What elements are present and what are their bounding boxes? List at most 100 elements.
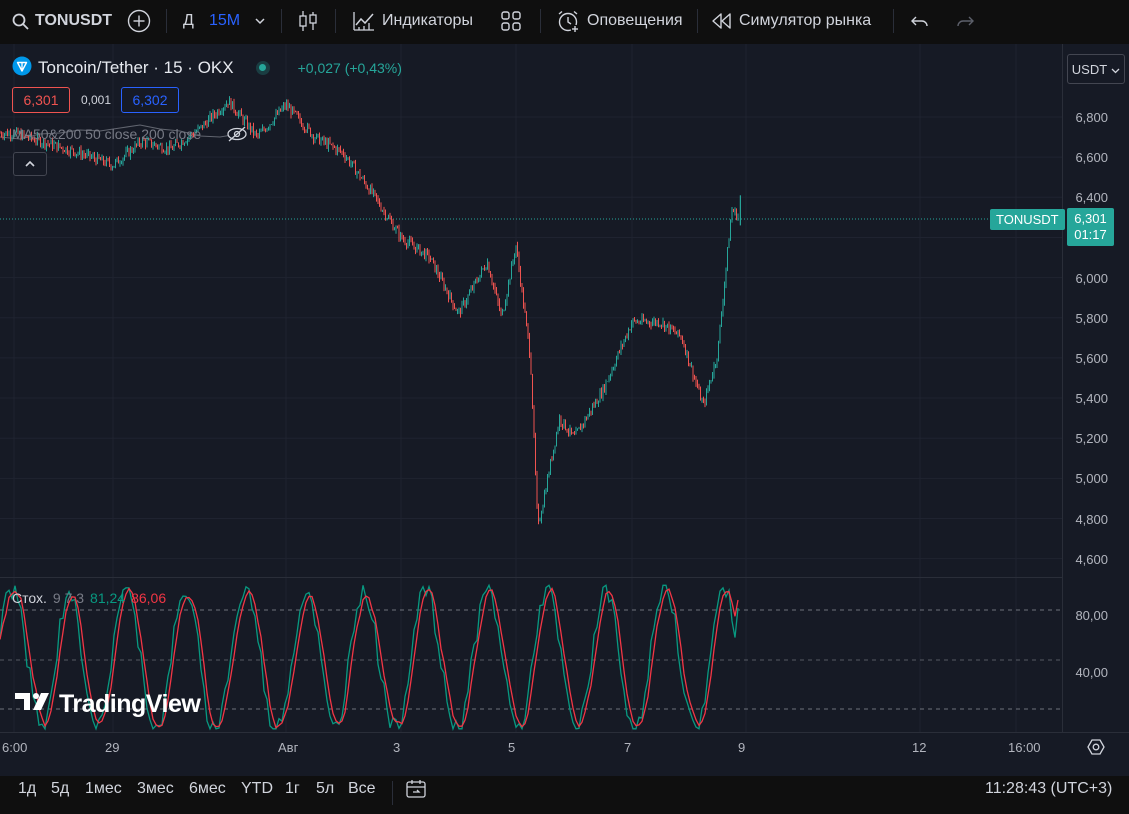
stoch-levels: [0, 609, 1062, 710]
stoch-axis-40: 40,00: [1075, 665, 1108, 680]
price-axis-label: 5,800: [1075, 310, 1108, 326]
collapse-legend-button[interactable]: [13, 152, 47, 176]
price-axis-label: 5,000: [1075, 471, 1108, 487]
price-axis-label: 4,800: [1075, 511, 1108, 527]
symbol-search-button[interactable]: TONUSDT: [12, 0, 112, 42]
buy-price-button[interactable]: 6,302: [121, 87, 179, 113]
price-axis-label: 6,000: [1075, 270, 1108, 286]
range-button[interactable]: 3мес: [137, 780, 174, 797]
sell-price-button[interactable]: 6,301: [12, 87, 70, 113]
ton-logo-icon: [12, 56, 32, 79]
chevron-up-icon: [24, 156, 36, 172]
tv-wordmark: TradingView: [59, 690, 201, 718]
undo-icon: [910, 13, 930, 29]
indicators-button[interactable]: Индикаторы: [352, 0, 473, 42]
stochastic-lines: [0, 583, 739, 731]
time-axis-label: 5: [508, 740, 516, 755]
grid-icon: [500, 10, 522, 32]
chart-type-button[interactable]: [297, 0, 319, 42]
price-change: +0,027 (+0,43%): [297, 59, 402, 76]
interval-label: 15M: [209, 12, 241, 29]
indicators-icon: [352, 10, 376, 32]
spread-text: 0,001: [80, 93, 112, 107]
interval-group-label: Д: [183, 12, 194, 29]
last-price-symbol-tag: TONUSDT: [990, 209, 1065, 230]
stoch-d-line: [0, 587, 739, 729]
price-axis-label: 5,400: [1075, 391, 1108, 407]
top-toolbar: [0, 0, 1129, 42]
settings-icon[interactable]: [1087, 738, 1105, 759]
price-axis-label: 4,600: [1075, 551, 1108, 567]
currency-label: USDT: [1071, 61, 1108, 77]
interval-button[interactable]: 15M: [209, 0, 240, 42]
price-axis-label: 6,600: [1075, 150, 1108, 166]
time-axis-label: 29: [105, 740, 120, 755]
symbol-title[interactable]: Toncoin/Tether · 15 · OKX: [38, 57, 234, 77]
price-axis-label: 6,800: [1075, 110, 1108, 125]
add-circle-icon: [127, 9, 151, 33]
time-axis-label: 16:00: [1008, 740, 1041, 755]
stochastic-legend[interactable]: Стох. 9 7 3 81,24 86,06: [12, 590, 166, 606]
range-button[interactable]: 5л: [316, 780, 335, 797]
last-price-tag: 6,301 01:17: [1067, 208, 1114, 246]
toolbar-divider: [893, 9, 894, 33]
range-button[interactable]: Все: [348, 780, 376, 797]
currency-selector[interactable]: USDT: [1067, 54, 1125, 84]
candles-icon: [297, 9, 319, 33]
alerts-label: Оповещения: [587, 12, 683, 29]
interval-dropdown[interactable]: [254, 0, 266, 42]
interval-group-button[interactable]: Д: [183, 0, 194, 42]
tv-logo-icon: [15, 690, 53, 719]
symbol-name: TONUSDT: [35, 12, 113, 29]
rewind-icon: [711, 12, 733, 30]
time-axis-label: Авг: [278, 740, 299, 755]
range-button[interactable]: 5д: [51, 780, 70, 797]
replay-button[interactable]: Симулятор рынка: [711, 0, 871, 42]
ma-indicator-label[interactable]: MA50&200 50 close 200 close: [12, 126, 202, 142]
panel-separators: [0, 44, 1129, 733]
chevron-down-icon: [1111, 62, 1120, 77]
templates-button[interactable]: [500, 0, 522, 42]
undo-button[interactable]: [910, 0, 930, 42]
range-button[interactable]: YTD: [241, 780, 273, 797]
tradingview-logo[interactable]: TradingView: [15, 690, 201, 719]
replay-label: Симулятор рынка: [739, 12, 872, 29]
chart-legend: Toncoin/Tether · 15 · OKX +0,027 (+0,43%…: [12, 56, 402, 79]
toolbar-divider: [697, 9, 698, 33]
price-axis-label: 5,600: [1075, 350, 1108, 366]
indicators-label: Индикаторы: [382, 12, 473, 29]
redo-button[interactable]: [955, 0, 975, 42]
range-button[interactable]: 6мес: [189, 780, 226, 797]
range-button[interactable]: 1д: [18, 780, 37, 797]
toolbar-divider: [540, 9, 541, 33]
range-button[interactable]: 1г: [285, 780, 300, 797]
range-button[interactable]: 1мес: [85, 780, 122, 797]
bottom-toolbar: [0, 776, 1129, 814]
spread-value: 0,001: [72, 87, 120, 113]
stoch-name: Стох.: [12, 590, 47, 606]
search-icon: [12, 13, 29, 30]
stoch-k-value: 81,24: [90, 590, 126, 606]
compare-button[interactable]: [127, 0, 151, 42]
ask-value: 6,302: [132, 92, 168, 108]
toolbar-divider: [335, 9, 336, 33]
price-candles: [0, 96, 741, 525]
stoch-params: 9 7 3: [52, 590, 85, 606]
time-axis-label: 12: [912, 740, 927, 755]
time-axis-label: 3: [393, 740, 401, 755]
toolbar-divider: [281, 9, 282, 33]
eye-hidden-icon[interactable]: [226, 124, 248, 147]
market-open-dot: [255, 60, 270, 75]
time-axis-label: 6:00: [2, 740, 28, 755]
ma-line: [0, 124, 239, 140]
goto-date-icon[interactable]: [404, 777, 428, 804]
alerts-button[interactable]: Оповещения: [556, 0, 683, 42]
time-axis-label: 9: [738, 740, 746, 755]
clock-timezone[interactable]: 11:28:43 (UTC+3): [985, 780, 1113, 797]
chart-grid: [0, 44, 1062, 732]
stoch-axis-80: 80,00: [1075, 608, 1108, 623]
bottom-divider: [392, 781, 393, 805]
stoch-k-line: [0, 583, 739, 731]
last-price-value: 6,301: [1074, 211, 1107, 226]
